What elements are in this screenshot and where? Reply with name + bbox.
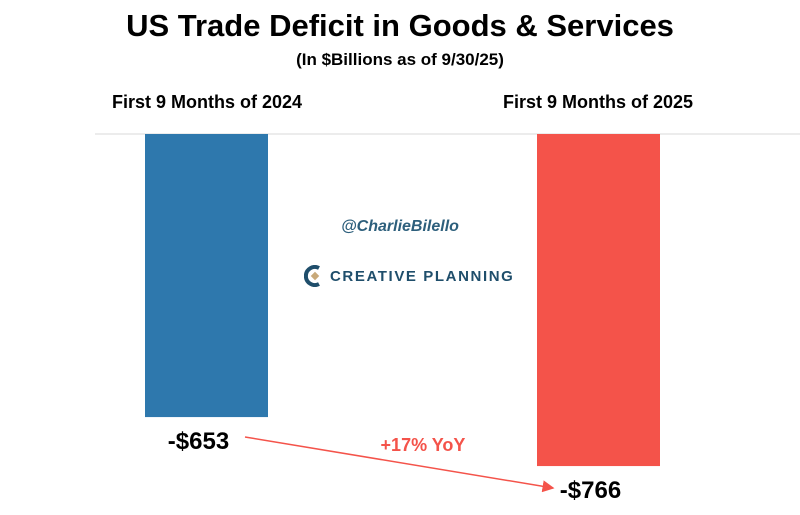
chart-title: US Trade Deficit in Goods & Services bbox=[126, 8, 674, 43]
logo-text: CREATIVE PLANNING bbox=[330, 267, 515, 285]
change-arrow bbox=[244, 436, 555, 493]
bar-2025 bbox=[537, 134, 660, 467]
creative-planning-logo-icon bbox=[304, 265, 320, 287]
bar-2024 bbox=[145, 134, 268, 418]
creative-planning-logo: CREATIVE PLANNING bbox=[304, 265, 514, 287]
chart-subtitle: (In $Billions as of 9/30/25) bbox=[296, 50, 504, 69]
data-label-2025: -$766 bbox=[560, 477, 621, 504]
category-label-2024: First 9 Months of 2024 bbox=[111, 92, 303, 112]
category-label-2025: First 9 Months of 2025 bbox=[502, 92, 694, 112]
author-handle-watermark: @CharlieBilello bbox=[341, 218, 459, 235]
yoy-annotation: +17% YoY bbox=[381, 435, 466, 455]
data-label-2024: -$653 bbox=[168, 428, 229, 455]
